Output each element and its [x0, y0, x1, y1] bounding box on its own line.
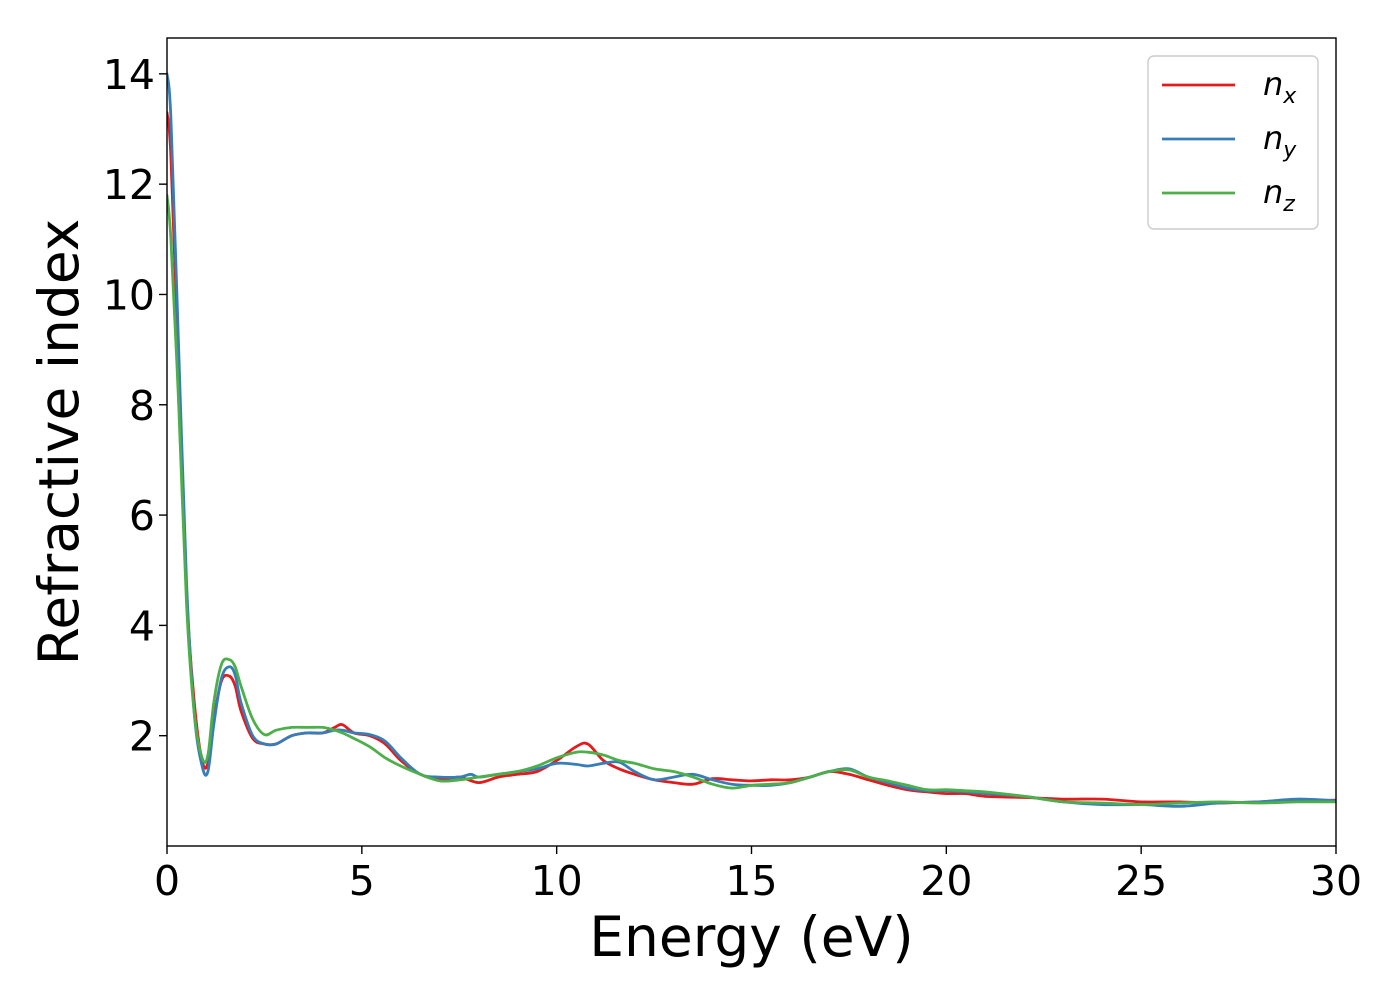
x-tick-label: 5 [349, 857, 375, 905]
legend: nx ny nz [1147, 55, 1319, 230]
y-tick-label: 10 [103, 271, 155, 319]
legend-label-ny: ny [1263, 119, 1297, 163]
x-tick-label: 30 [1310, 857, 1362, 905]
y-tick-label: 6 [129, 492, 155, 540]
y-tick-label: 2 [129, 713, 155, 761]
legend-label-nz: nz [1263, 173, 1295, 217]
y-axis-title: Refractive index [27, 219, 91, 666]
y-tick-label: 14 [103, 51, 155, 99]
series-layer [167, 72, 1336, 808]
x-tick-label: 10 [531, 857, 583, 905]
y-tick-label: 4 [129, 602, 155, 650]
x-axis-title: Energy (eV) [589, 905, 913, 969]
legend-box [1147, 55, 1319, 230]
x-tick-label: 15 [725, 857, 777, 905]
y-tick-label: 12 [103, 161, 155, 209]
y-tick-label: 8 [129, 382, 155, 430]
x-axis: 0 5 10 15 20 25 30 [154, 846, 1362, 905]
x-tick-label: 0 [154, 857, 180, 905]
y-axis: 2 4 6 8 10 12 14 [103, 51, 167, 761]
x-tick-label: 25 [1115, 857, 1167, 905]
legend-label-nx: nx [1263, 65, 1297, 109]
series-line-nz [167, 193, 1336, 806]
x-tick-label: 20 [920, 857, 972, 905]
